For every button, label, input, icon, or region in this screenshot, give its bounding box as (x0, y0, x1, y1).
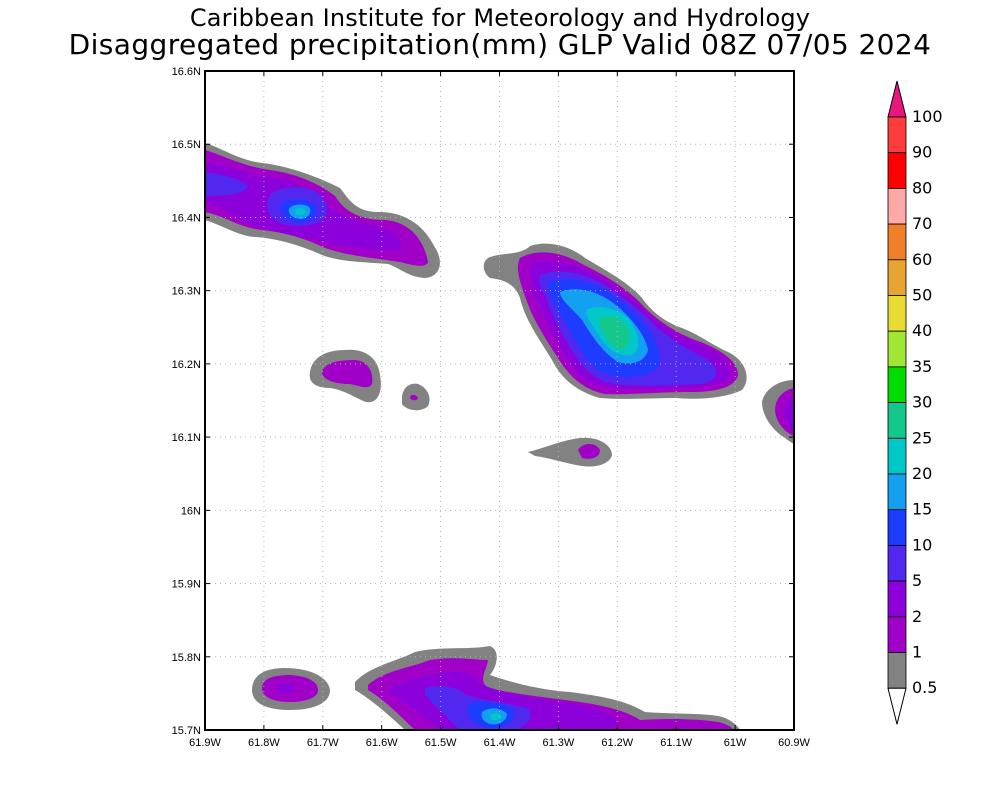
rain-cell-south (355, 646, 740, 730)
lat-label: 16.6N (172, 66, 201, 78)
colorbar-label: 25 (912, 428, 932, 447)
colorbar-label: 50 (912, 286, 932, 305)
colorbar-arrow-bottom (887, 687, 907, 725)
coordinate-labels: 16.6N 16.5N 16.4N 16.3N 16.2N 16.1N 16N 15.9N 15… (172, 66, 811, 749)
lon-label: 61.1W (660, 737, 692, 749)
colorbar-label: 35 (912, 357, 932, 376)
colorbar-label: 30 (912, 393, 932, 412)
lon-label: 60.9W (778, 737, 810, 749)
title-institute: Caribbean Institute for Meteorology and … (189, 4, 811, 32)
lon-label: 61.9W (189, 737, 221, 749)
colorbar-swatch (887, 545, 907, 582)
rain-cell-center-small (309, 349, 612, 467)
colorbar-swatch (887, 295, 907, 332)
colorbar-swatch (887, 366, 907, 403)
colorbar-label: 90 (912, 143, 932, 162)
lon-label: 61.8W (248, 737, 280, 749)
colorbar-swatch (887, 473, 907, 511)
colorbar-swatch (887, 187, 907, 225)
lat-label: 15.8N (172, 652, 201, 664)
rain-cell-southwest (252, 668, 330, 710)
colorbar-label: 70 (912, 214, 932, 233)
rain-cell-east-edge (762, 380, 794, 444)
title-product: Disaggregated precipitation(mm) GLP Vali… (68, 28, 932, 61)
colorbar-swatch (887, 152, 907, 189)
lat-label: 16.4N (172, 212, 201, 224)
colorbar-label: 10 (912, 535, 932, 554)
lat-label: 16.1N (172, 432, 201, 444)
colorbar-label: 20 (912, 464, 932, 483)
colorbar-swatch (887, 330, 907, 368)
lat-label: 15.9N (172, 579, 201, 591)
colorbar-swatch (887, 652, 907, 689)
lat-label: 16N (181, 505, 201, 517)
colorbar-arrow-top (887, 80, 907, 118)
lon-label: 61.5W (425, 737, 457, 749)
lon-label: 61W (724, 737, 747, 749)
lat-label: 16.5N (172, 139, 201, 151)
lon-label: 61.6W (366, 737, 398, 749)
lon-label: 61.7W (307, 737, 339, 749)
lon-label: 61.4W (484, 737, 516, 749)
lat-label: 16.3N (172, 286, 201, 298)
colorbar-label: 1 (912, 643, 922, 662)
colorbar-swatch (887, 223, 907, 261)
colorbar-swatch (887, 437, 907, 475)
colorbar: 100 90 80 70 60 50 40 35 30 25 20 15 10 5 2 1 0.5 (887, 80, 943, 725)
lon-label: 61.2W (601, 737, 633, 749)
colorbar-swatch (887, 402, 907, 439)
colorbar-label: 80 (912, 178, 932, 197)
colorbar-label: 0.5 (912, 678, 937, 697)
graticule (205, 71, 794, 730)
lat-label: 16.2N (172, 359, 201, 371)
colorbar-swatch (887, 616, 907, 653)
colorbar-label: 100 (912, 107, 943, 126)
colorbar-label: 2 (912, 607, 922, 626)
colorbar-label: 15 (912, 500, 932, 519)
colorbar-label: 40 (912, 321, 932, 340)
colorbar-swatch (887, 509, 907, 546)
colorbar-swatch (887, 259, 907, 296)
lon-label: 61.3W (543, 737, 575, 749)
lat-label: 15.7N (172, 725, 201, 737)
precipitation-field (205, 143, 794, 730)
colorbar-swatch (887, 116, 907, 154)
colorbar-label: 60 (912, 250, 932, 269)
colorbar-swatch (887, 580, 907, 618)
rain-cell-east-central (483, 243, 747, 399)
rain-cell-northwest (205, 143, 440, 278)
colorbar-label: 5 (912, 571, 922, 590)
